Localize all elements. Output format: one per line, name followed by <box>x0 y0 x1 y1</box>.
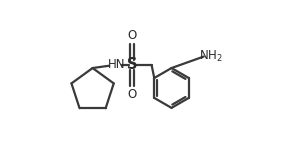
Text: S: S <box>127 57 138 73</box>
Text: NH$_2$: NH$_2$ <box>199 49 223 64</box>
Text: O: O <box>128 88 137 101</box>
Text: O: O <box>128 29 137 42</box>
Text: HN: HN <box>108 58 125 71</box>
